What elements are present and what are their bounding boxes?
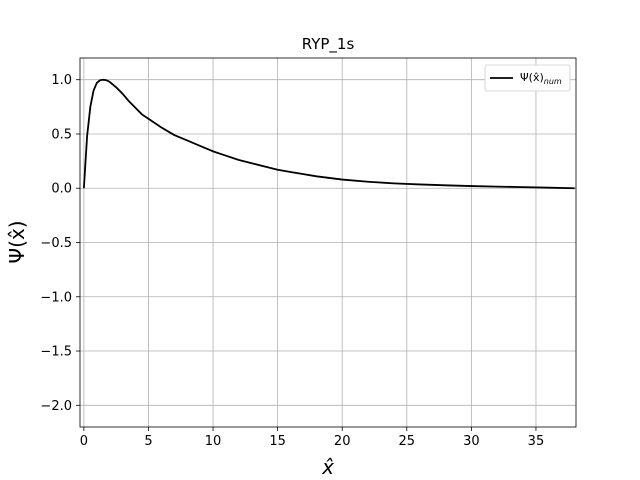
x-tick-label: 30 [463, 434, 480, 449]
y-tick-label: −1.5 [40, 345, 72, 360]
x-tick-label: 0 [80, 434, 88, 449]
y-tick-label: 1.0 [51, 73, 72, 88]
series-line-psi-num [82, 78, 575, 190]
y-axis-label: Ψ(x̂) [5, 220, 29, 263]
x-tick-label: 10 [205, 434, 222, 449]
legend-box [484, 64, 571, 92]
chart-title: RYP_1s [302, 35, 355, 54]
x-tick-label: 15 [269, 434, 286, 449]
y-tick-label: −2.0 [40, 399, 72, 414]
x-tick-label: 35 [528, 434, 545, 449]
y-tick-label: 0.5 [51, 127, 72, 142]
x-tick-label: 20 [334, 434, 351, 449]
y-tick-label: 0.0 [51, 182, 72, 197]
legend-label-sub: num [544, 77, 562, 86]
plot-frame [79, 57, 577, 428]
x-axis-label: x̂ [321, 455, 334, 479]
legend-label: Ψ(x̂)num [520, 71, 562, 86]
x-tick-label: 25 [399, 434, 416, 449]
x-tick-label: 5 [144, 434, 152, 449]
legend: Ψ(x̂)num [484, 64, 571, 92]
tick-layer: 0 5 10 15 20 25 30 35 −2.0 −1.5 −1.0 −0.5 0.0 0.5 1.0 [40, 73, 544, 449]
series-layer [82, 78, 575, 190]
y-tick-label: −0.5 [40, 236, 72, 251]
y-tick-label: −1.0 [40, 290, 72, 305]
legend-label-main: Ψ(x̂) [520, 71, 544, 84]
grid-layer [80, 58, 576, 427]
